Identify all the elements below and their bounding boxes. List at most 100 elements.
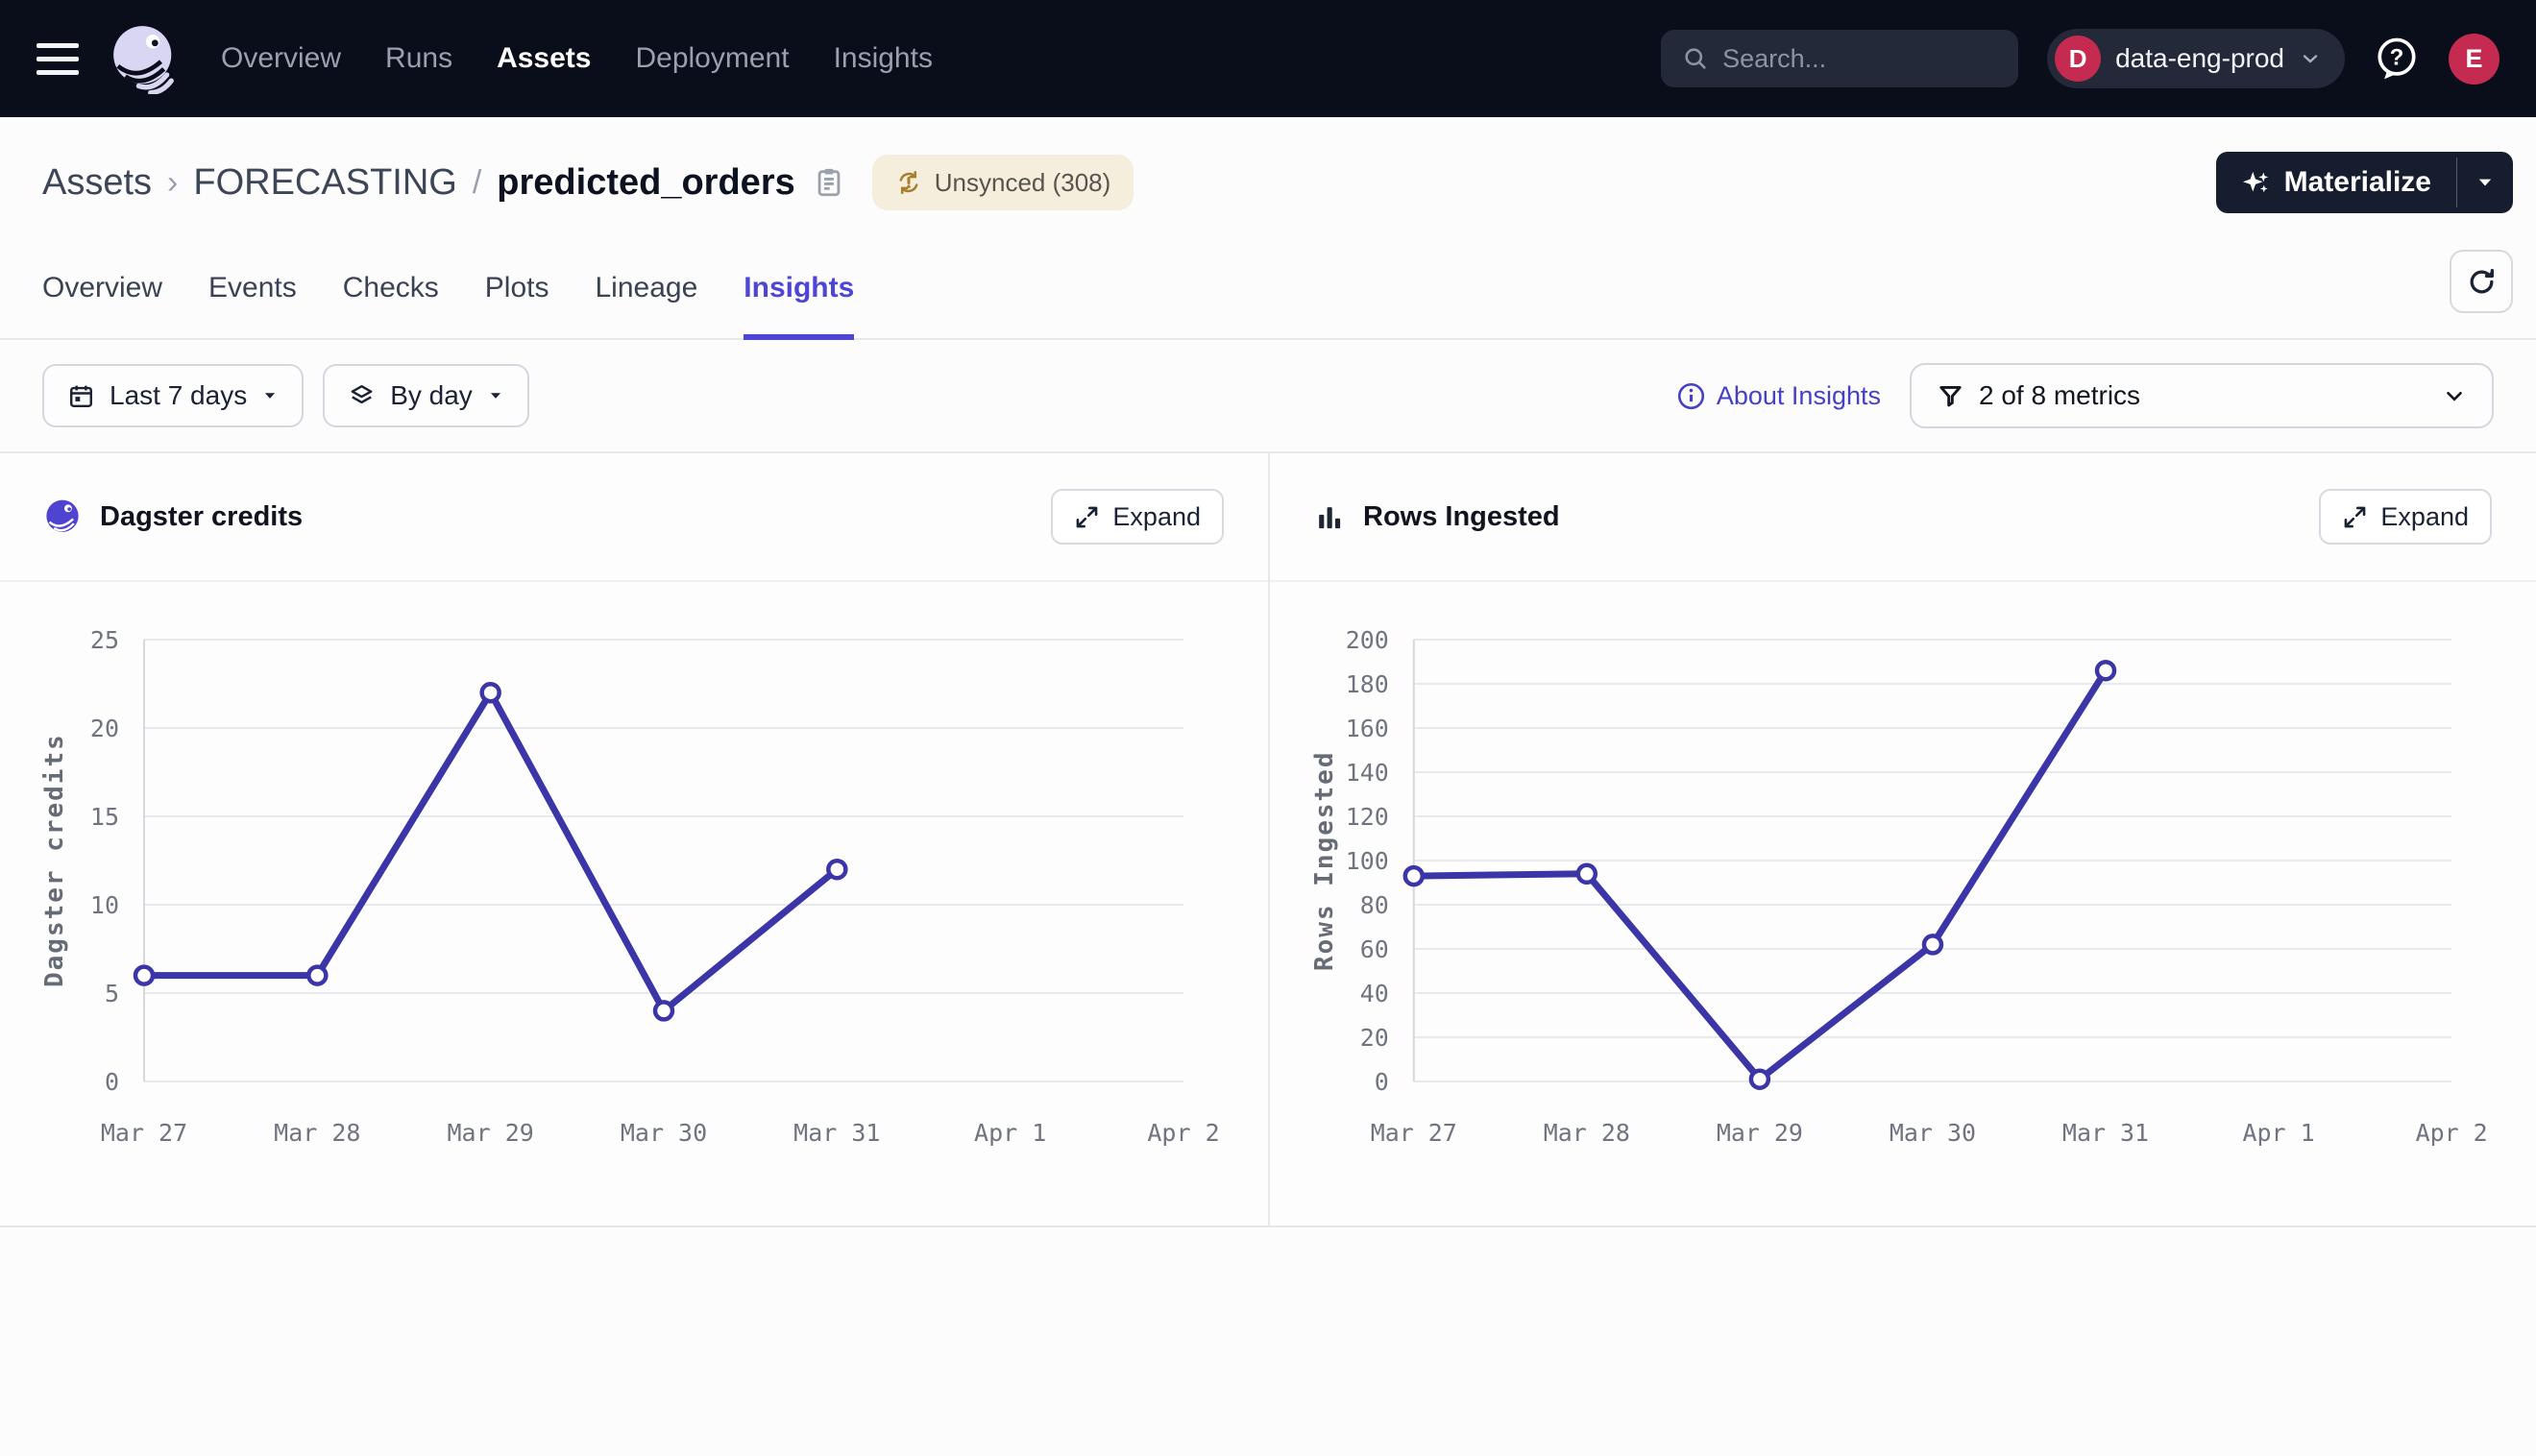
menu-hamburger-icon[interactable] [37, 43, 79, 75]
info-icon [1676, 381, 1706, 411]
data-point-marker[interactable] [1578, 865, 1596, 883]
metrics-filter-select[interactable]: 2 of 8 metrics [1910, 363, 2494, 428]
y-tick-label: 20 [90, 715, 119, 742]
chart-title: Rows Ingested [1363, 501, 1560, 533]
rows-chart-area: Rows Ingested 02040608010012014016018020… [1270, 582, 2536, 1225]
funnel-icon [1937, 382, 1964, 410]
breadcrumb-chevron: › [165, 164, 180, 202]
credits-chart-area: Dagster credits 0510152025Mar 27Mar 28Ma… [0, 582, 1268, 1225]
y-tick-label: 80 [1360, 891, 1389, 919]
tab-events[interactable]: Events [208, 238, 297, 338]
workspace-avatar: D [2055, 36, 2101, 82]
search-icon [1682, 45, 1709, 72]
y-tick-label: 140 [1346, 759, 1389, 787]
expand-credits-chart-button[interactable]: Expand [1051, 489, 1224, 545]
metrics-filter-label: 2 of 8 metrics [1979, 380, 2140, 411]
data-point-marker[interactable] [1405, 867, 1423, 885]
nav-item-runs[interactable]: Runs [385, 42, 452, 75]
y-tick-label: 40 [1360, 980, 1389, 1007]
chart-panel-dagster-credits: Dagster credits Expand Dagster credits 0… [0, 453, 1268, 1225]
y-tick-label: 20 [1360, 1024, 1389, 1052]
granularity-filter[interactable]: By day [323, 364, 529, 427]
help-icon[interactable]: ? [2374, 36, 2420, 82]
data-point-marker[interactable] [2097, 662, 2114, 679]
data-point-marker[interactable] [655, 1002, 672, 1019]
y-tick-label: 60 [1360, 935, 1389, 963]
tab-checks[interactable]: Checks [343, 238, 439, 338]
expand-rows-chart-button[interactable]: Expand [2319, 489, 2492, 545]
nav-item-deployment[interactable]: Deployment [635, 42, 789, 75]
breadcrumb-group-link[interactable]: FORECASTING [193, 162, 456, 204]
materialize-label: Materialize [2284, 166, 2431, 199]
caret-down-icon [261, 387, 279, 404]
y-tick-label: 5 [105, 980, 119, 1007]
dagster-logo-icon[interactable] [108, 23, 179, 94]
x-tick-label: Apr 1 [2243, 1119, 2315, 1147]
asset-name: predicted_orders [497, 162, 794, 204]
data-point-marker[interactable] [135, 967, 153, 984]
x-tick-label: Mar 28 [1544, 1119, 1630, 1147]
data-point-marker[interactable] [1751, 1071, 1768, 1088]
credits-line-chart: 0510152025Mar 27Mar 28Mar 29Mar 30Mar 31… [0, 582, 1268, 1225]
tab-lineage[interactable]: Lineage [596, 238, 698, 338]
series-line [1414, 670, 2106, 1079]
materialize-dropdown-caret[interactable] [2457, 152, 2513, 213]
expand-button-label: Expand [1112, 502, 1201, 532]
search-input[interactable] [1722, 44, 2062, 74]
data-point-marker[interactable] [1924, 935, 1941, 953]
data-point-marker[interactable] [308, 967, 326, 984]
svg-text:?: ? [2390, 45, 2404, 71]
breadcrumb-assets-link[interactable]: Assets [42, 162, 152, 204]
materialize-button[interactable]: Materialize [2216, 152, 2456, 213]
tab-insights[interactable]: Insights [744, 238, 854, 338]
y-tick-label: 25 [90, 626, 119, 654]
materialize-split-button: Materialize [2216, 152, 2513, 213]
unsynced-status-badge[interactable]: Unsynced (308) [872, 155, 1134, 210]
chevron-down-icon [2299, 47, 2322, 70]
y-tick-label: 0 [1375, 1068, 1389, 1096]
layers-icon [348, 382, 376, 410]
asset-page-header: Assets › FORECASTING / predicted_orders … [0, 117, 2536, 238]
expand-button-label: Expand [2380, 502, 2469, 532]
x-tick-label: Mar 27 [1371, 1119, 1457, 1147]
unsynced-badge-label: Unsynced (308) [935, 168, 1111, 198]
bar-chart-icon [1314, 502, 1344, 532]
copy-asset-name-icon[interactable] [813, 166, 845, 199]
dagster-logo-icon [44, 498, 81, 535]
workspace-switcher[interactable]: D data-eng-prod [2047, 29, 2345, 88]
chart-title: Dagster credits [100, 501, 303, 533]
tab-overview[interactable]: Overview [42, 238, 162, 338]
y-tick-label: 100 [1346, 847, 1389, 875]
user-avatar[interactable]: E [2449, 34, 2499, 85]
x-tick-label: Apr 2 [2416, 1119, 2488, 1147]
y-tick-label: 200 [1346, 626, 1389, 654]
nav-item-insights[interactable]: Insights [834, 42, 933, 75]
rows-line-chart: 020406080100120140160180200Mar 27Mar 28M… [1270, 582, 2536, 1225]
data-point-marker[interactable] [482, 684, 500, 701]
caret-down-icon [487, 387, 504, 404]
expand-icon [2342, 504, 2368, 530]
nav-item-overview[interactable]: Overview [221, 42, 341, 75]
calendar-icon [67, 382, 95, 410]
x-tick-label: Mar 31 [2062, 1119, 2149, 1147]
refresh-button[interactable] [2450, 250, 2513, 313]
x-tick-label: Mar 29 [1717, 1119, 1803, 1147]
y-tick-label: 10 [90, 891, 119, 919]
x-tick-label: Mar 27 [101, 1119, 187, 1147]
y-tick-label: 0 [105, 1068, 119, 1096]
x-tick-label: Mar 29 [448, 1119, 534, 1147]
primary-nav: Overview Runs Assets Deployment Insights [221, 42, 933, 75]
y-tick-label: 160 [1346, 715, 1389, 742]
y-tick-label: 120 [1346, 803, 1389, 831]
data-point-marker[interactable] [828, 861, 845, 878]
global-search[interactable]: / [1661, 30, 2018, 87]
sparkles-icon [2241, 168, 2271, 198]
time-range-filter[interactable]: Last 7 days [42, 364, 304, 427]
about-insights-link[interactable]: About Insights [1676, 381, 1881, 411]
refresh-icon [2466, 266, 2498, 298]
tab-plots[interactable]: Plots [485, 238, 549, 338]
nav-item-assets[interactable]: Assets [497, 42, 591, 75]
sync-alert-icon [895, 169, 922, 196]
expand-icon [1074, 504, 1100, 530]
x-tick-label: Mar 30 [621, 1119, 707, 1147]
